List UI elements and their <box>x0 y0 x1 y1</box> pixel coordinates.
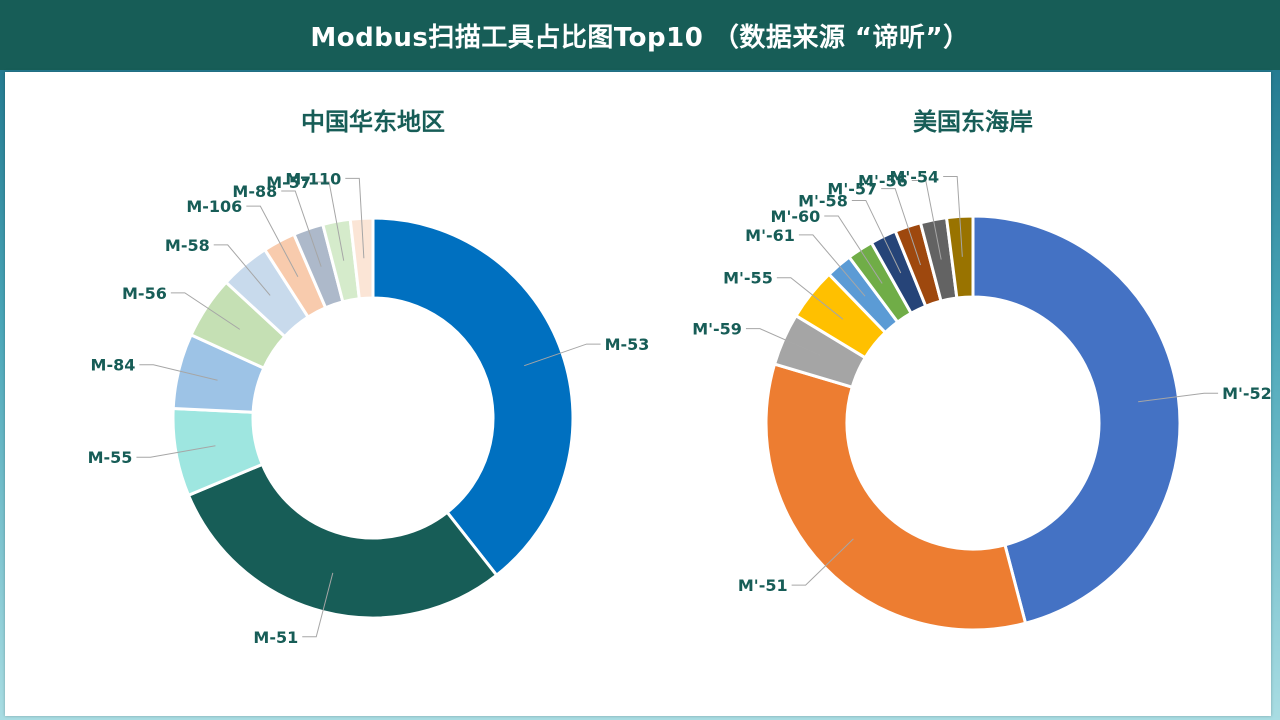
slice-label: M-57 <box>266 173 311 192</box>
leader-line <box>213 244 271 296</box>
leader-line <box>302 572 334 638</box>
leader-line <box>139 364 218 381</box>
leader-line <box>745 328 821 357</box>
leader-line <box>136 445 216 458</box>
leader-line <box>881 188 922 266</box>
slice-label: M'-60 <box>771 207 821 226</box>
donut-slice <box>371 216 575 578</box>
slice-label: M'-61 <box>745 226 795 245</box>
leader-line <box>524 343 601 367</box>
slice-label: M-106 <box>186 197 242 216</box>
leader-line <box>281 190 322 267</box>
page-title: Modbus扫描工具占比图Top10 （数据来源 “谛听”） <box>0 0 1280 70</box>
leader-line <box>791 538 854 586</box>
leader-line <box>798 234 866 297</box>
slice-label: M-110 <box>285 169 341 188</box>
chart-title-2: 美国东海岸 <box>913 108 1033 136</box>
donut-slice <box>971 214 1182 626</box>
leader-line <box>911 180 942 260</box>
slice-label: M'-56 <box>858 172 908 191</box>
slice-label: M'-55 <box>723 269 773 288</box>
donut-slice <box>944 214 975 300</box>
slice-label: M'-51 <box>738 576 788 595</box>
donut-slice <box>764 362 1028 632</box>
leader-line <box>170 292 241 330</box>
leader-line <box>776 277 844 320</box>
slice-label: M'-57 <box>827 180 877 199</box>
slice-label: M'-52 <box>1222 384 1271 403</box>
leader-line <box>943 176 963 257</box>
donut-charts: 中国华东地区M-53M-51M-55M-84M-56M-58M-106M-88M… <box>88 108 1272 647</box>
chart-title-1: 中国华东地区 <box>301 108 445 136</box>
leader-line <box>824 215 883 284</box>
slice-label: M'-58 <box>798 191 848 210</box>
slice-label: M-53 <box>605 335 650 354</box>
slice-label: M'-54 <box>889 168 939 187</box>
leader-line <box>851 199 902 274</box>
leader-line <box>1138 392 1219 403</box>
chart-panel: 中国华东地区 M-53 M-51 M-55 M-84 M-56 M-58 M-106 M-88 M… <box>5 72 1272 716</box>
slice-label: M-51 <box>253 628 298 647</box>
slice-label: M'-59 <box>692 320 742 339</box>
leader-line <box>315 181 345 261</box>
slice-label: M-84 <box>91 356 136 375</box>
slice-label: M-88 <box>232 182 277 201</box>
slice-label: M-55 <box>88 448 133 467</box>
leader-line <box>345 177 365 259</box>
donut-slice <box>348 216 375 301</box>
slice-label: M-56 <box>122 284 167 303</box>
leader-line <box>246 205 299 277</box>
slice-label: M-58 <box>165 236 210 255</box>
donut-slice <box>186 462 499 620</box>
